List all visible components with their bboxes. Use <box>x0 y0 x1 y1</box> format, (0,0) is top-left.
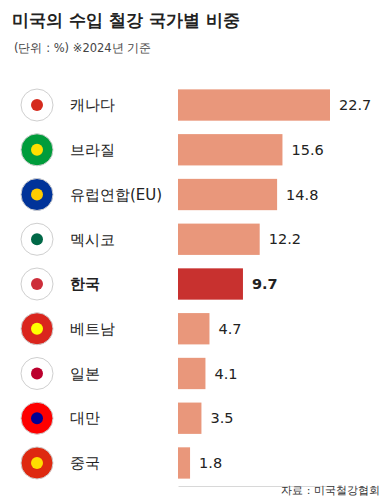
title: 미국의 수입 철강 국가별 비중 <box>12 10 240 30</box>
source: 자료 : 미국철강협회 <box>281 484 380 497</box>
data-label: 1.8 <box>199 455 222 471</box>
subtitle: (단위 : %) ※2024년 기준 <box>14 41 151 55</box>
bar <box>178 403 201 434</box>
flag <box>21 134 53 166</box>
data-label: 22.7 <box>339 97 371 113</box>
bar <box>178 134 282 165</box>
flag-emblem <box>31 323 43 335</box>
data-label: 14.8 <box>286 187 318 203</box>
flag-emblem <box>31 144 43 156</box>
flag-emblem <box>31 278 43 290</box>
bar <box>178 179 277 210</box>
flags <box>21 89 53 479</box>
flag <box>21 447 53 479</box>
flag-emblem <box>31 367 43 379</box>
bar <box>178 313 209 344</box>
category-labels: 캐나다브라질유럽연합(EU) 멕시코한국베트남일본대만중국 <box>70 96 162 472</box>
category-label: 캐나다 <box>70 96 115 114</box>
data-label: 15.6 <box>291 142 323 158</box>
data-label: 12.2 <box>269 231 301 247</box>
data-label: 3.5 <box>210 410 233 426</box>
bar <box>178 358 205 389</box>
flag <box>21 223 53 255</box>
bar <box>178 447 190 478</box>
category-label: 일본 <box>70 365 100 383</box>
category-label: 베트남 <box>70 320 115 338</box>
category-label: 중국 <box>70 454 100 472</box>
flag <box>21 357 53 389</box>
flag <box>21 313 53 345</box>
data-label: 9.7 <box>252 276 278 292</box>
flag-emblem <box>31 99 43 111</box>
bar <box>178 224 260 255</box>
category-label: 대만 <box>70 409 100 427</box>
data-label: 4.1 <box>214 366 237 382</box>
data-labels: 22.7 15.6 14.8 12.2 9.7 4.7 4.1 3.5 1.8 <box>199 97 371 471</box>
bar <box>178 89 330 120</box>
flag <box>21 402 53 434</box>
category-label: 멕시코 <box>70 231 115 249</box>
flag-emblem <box>31 233 43 245</box>
bar <box>178 268 243 299</box>
category-label: 브라질 <box>70 141 115 159</box>
bars <box>178 89 330 478</box>
flag <box>21 89 53 121</box>
flag <box>21 268 53 300</box>
chart: 미국의 수입 철강 국가별 비중 (단위 : %) ※2024년 기준캐나다브라질… <box>0 0 390 503</box>
flag-emblem <box>31 412 43 424</box>
flag <box>21 179 53 211</box>
category-label: 유럽연합(EU) <box>70 186 162 204</box>
data-label: 4.7 <box>218 321 241 337</box>
flag-emblem <box>31 457 43 469</box>
category-label: 한국 <box>70 275 100 293</box>
flag-emblem <box>31 189 43 201</box>
